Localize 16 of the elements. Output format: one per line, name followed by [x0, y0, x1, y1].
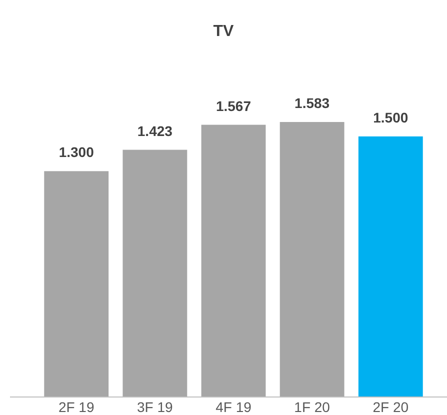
data-label: 1.567 — [216, 98, 252, 114]
x-tick-label: 2F 20 — [372, 399, 409, 415]
x-tick-label: 2F 19 — [58, 399, 94, 415]
bar — [358, 136, 423, 397]
x-tick-label: 4F 19 — [216, 399, 252, 415]
data-label: 1.300 — [58, 144, 94, 160]
data-label: 1.423 — [137, 122, 173, 139]
bar — [122, 150, 188, 397]
data-label: 1.583 — [294, 95, 330, 111]
data-label: 1.500 — [373, 109, 408, 126]
bar — [280, 122, 344, 397]
x-tick-label: 3F 19 — [137, 399, 174, 415]
bar — [201, 124, 266, 397]
chart-title: TV — [213, 23, 234, 40]
bar — [44, 171, 109, 397]
x-tick-label: 1F 20 — [294, 399, 330, 415]
